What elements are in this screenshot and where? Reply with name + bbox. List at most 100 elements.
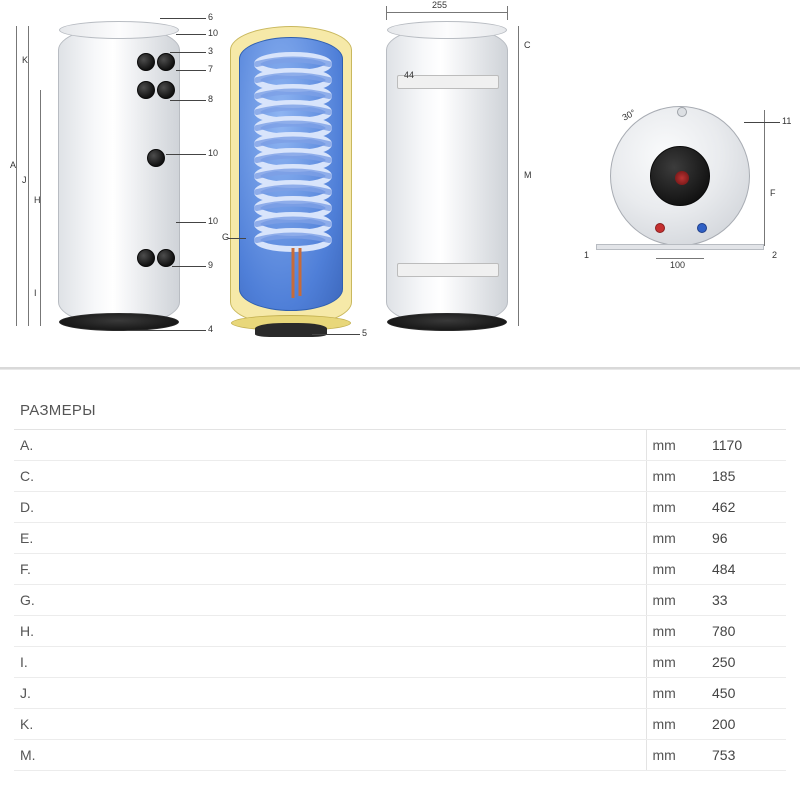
port-5 [147, 149, 165, 167]
table-row: E.mm96 [14, 523, 786, 554]
dim-key: D. [14, 492, 646, 523]
dim-label-K: K [22, 55, 28, 65]
dim-key: F. [14, 554, 646, 585]
dim-unit: mm [646, 678, 706, 709]
dim-unit: mm [646, 523, 706, 554]
port-7 [157, 249, 175, 267]
diagram-separator [0, 367, 800, 369]
leader-7 [176, 70, 206, 71]
callout-11: 11 [782, 116, 791, 126]
callout-10c: 10 [208, 216, 218, 226]
leader-10a [176, 34, 206, 35]
dim-value: 753 [706, 740, 786, 771]
dim-label-J: J [22, 175, 27, 185]
dim-label-A: A [10, 160, 16, 170]
dim-value: 33 [706, 585, 786, 616]
cylinder-topdown [610, 106, 750, 246]
callout-9: 9 [208, 260, 213, 270]
dim-value-100: 100 [670, 260, 685, 270]
callout-3: 3 [208, 46, 213, 56]
dim-unit: mm [646, 740, 706, 771]
port-6 [137, 249, 155, 267]
dim-value: 250 [706, 647, 786, 678]
table-row: M.mm753 [14, 740, 786, 771]
mounting-bracket-bottom [397, 263, 499, 277]
table-row: H.mm780 [14, 616, 786, 647]
table-row: F.mm484 [14, 554, 786, 585]
port-hot-icon [655, 223, 665, 233]
cutaway-tank [239, 37, 343, 311]
dim-value: 200 [706, 709, 786, 740]
cylinder-top-cap [59, 21, 179, 39]
table-row: G.mm33 [14, 585, 786, 616]
dim-value: 780 [706, 616, 786, 647]
dim-unit: mm [646, 616, 706, 647]
dim-value-255: 255 [432, 0, 447, 10]
cylinder-external-left [58, 26, 180, 326]
port-3 [137, 81, 155, 99]
leader-9 [172, 266, 206, 267]
dim-value: 450 [706, 678, 786, 709]
dim-unit: mm [646, 709, 706, 740]
dim-key: C. [14, 461, 646, 492]
dim-key: G. [14, 585, 646, 616]
leader-G [228, 238, 246, 239]
dim-unit: mm [646, 554, 706, 585]
dim-value: 484 [706, 554, 786, 585]
dim-rail-A [16, 26, 17, 326]
leader-3 [170, 52, 206, 53]
dim-rail-H [40, 90, 41, 326]
leader-11 [744, 122, 780, 123]
dim-value: 96 [706, 523, 786, 554]
technical-diagram: A K J H I 6 10 3 7 8 10 10 [0, 0, 800, 370]
dim-255-r [507, 6, 508, 20]
dim-unit: mm [646, 461, 706, 492]
heating-coil-icon [240, 38, 343, 311]
dim-label-H: H [34, 195, 41, 205]
dim-label-I: I [34, 288, 37, 298]
callout-7: 7 [208, 64, 213, 74]
dim-255-l [386, 6, 387, 20]
dim-key: H. [14, 616, 646, 647]
dim-rail-K [28, 26, 29, 326]
dim-unit: mm [646, 430, 706, 461]
dimensions-table: A.mm1170C.mm185D.mm462E.mm96F.mm484G.mm3… [14, 430, 786, 771]
dim-unit: mm [646, 585, 706, 616]
topdown-baseplate [596, 244, 764, 250]
dim-value-44: 44 [404, 70, 414, 80]
dim-label-C: C [524, 40, 531, 50]
dim-value: 462 [706, 492, 786, 523]
cyl3-top [387, 21, 507, 39]
cylinder-cutaway [230, 26, 352, 326]
dimensions-section: РАЗМЕРЫ A.mm1170C.mm185D.mm462E.mm96F.mm… [0, 370, 800, 771]
table-title: РАЗМЕРЫ [14, 392, 786, 430]
label-2: 2 [772, 250, 777, 260]
table-row: I.mm250 [14, 647, 786, 678]
callout-6: 6 [208, 12, 213, 22]
leader-6 [160, 18, 206, 19]
port-4 [157, 81, 175, 99]
dim-label-G: G [222, 232, 229, 242]
dim-unit: mm [646, 647, 706, 678]
table-row: D.mm462 [14, 492, 786, 523]
port-2 [157, 53, 175, 71]
dim-rail-F [764, 110, 765, 246]
dim-255-line [386, 12, 508, 13]
center-led-icon [675, 171, 689, 185]
leader-5 [312, 334, 360, 335]
cyl3-bot [387, 313, 507, 331]
cylinder-bottom-cap [59, 313, 179, 331]
dim-rail-M [518, 26, 519, 326]
dim-key: K. [14, 709, 646, 740]
port-cold-icon [697, 223, 707, 233]
dim-value: 185 [706, 461, 786, 492]
angle-30: 30° [620, 107, 637, 122]
table-row: A.mm1170 [14, 430, 786, 461]
table-row: C.mm185 [14, 461, 786, 492]
dim-unit: mm [646, 492, 706, 523]
dim-label-F: F [770, 188, 776, 198]
page: A K J H I 6 10 3 7 8 10 10 [0, 0, 800, 800]
callout-4: 4 [208, 324, 213, 334]
dim-value: 1170 [706, 430, 786, 461]
dim-key: A. [14, 430, 646, 461]
